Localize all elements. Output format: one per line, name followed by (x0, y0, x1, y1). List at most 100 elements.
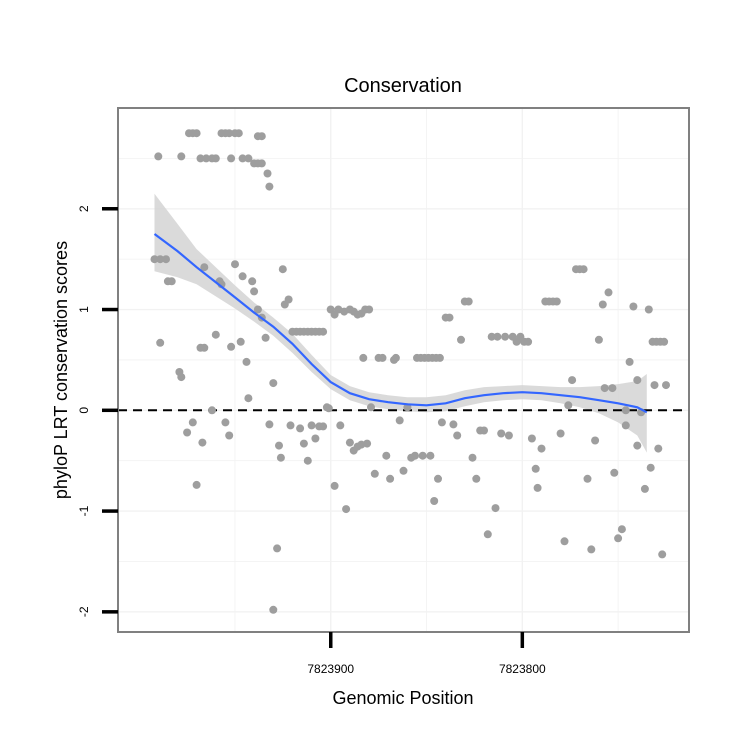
data-point (253, 305, 262, 314)
y-tick-label: 2 (77, 205, 91, 212)
data-point (533, 483, 542, 492)
data-point (345, 438, 354, 447)
data-points (150, 129, 670, 614)
data-point (614, 534, 623, 543)
data-point (600, 384, 609, 393)
data-point (296, 424, 305, 433)
data-point (625, 357, 634, 366)
data-point (211, 154, 220, 163)
data-point (150, 255, 159, 264)
data-point (579, 265, 588, 274)
data-point (365, 305, 374, 314)
data-point (269, 379, 278, 388)
data-point (644, 305, 653, 314)
data-point (583, 474, 592, 483)
data-point (202, 154, 211, 163)
panel-border (117, 107, 690, 633)
data-point (225, 431, 234, 440)
data-point (531, 464, 540, 473)
data-point (359, 353, 368, 362)
y-tick-label: -1 (77, 505, 91, 516)
data-point (491, 504, 500, 513)
data-point (236, 337, 245, 346)
data-point (192, 129, 201, 138)
y-tick-label: 1 (77, 306, 91, 313)
data-point (234, 129, 243, 138)
data-point (263, 169, 272, 178)
data-point (453, 431, 462, 440)
data-point (468, 453, 477, 462)
data-point (200, 263, 209, 272)
data-point (238, 272, 247, 281)
data-point (244, 154, 253, 163)
data-point (156, 338, 165, 347)
data-point (303, 456, 312, 465)
data-point (434, 474, 442, 483)
y-tick-label: 0 (77, 407, 91, 414)
data-point (662, 381, 670, 390)
data-point (472, 474, 481, 483)
data-point (192, 480, 201, 489)
data-point (198, 438, 207, 447)
data-point (487, 332, 496, 341)
data-point (225, 129, 234, 138)
y-axis-title: phyloP LRT conservation scores (51, 241, 71, 499)
data-point (493, 332, 502, 341)
data-point (299, 439, 308, 448)
data-point (238, 154, 247, 163)
data-point (307, 421, 316, 430)
x-axis-title: Genomic Position (332, 688, 473, 708)
data-point (284, 295, 293, 304)
data-point (257, 159, 266, 168)
data-point (411, 451, 419, 460)
smooth-line (153, 233, 648, 414)
data-point (552, 297, 561, 306)
data-point (319, 422, 328, 431)
data-point (177, 373, 186, 382)
data-point (501, 332, 510, 341)
confidence-band (154, 193, 647, 453)
data-point (497, 429, 506, 438)
data-point (231, 260, 239, 269)
data-point (324, 404, 333, 413)
data-point (591, 436, 600, 445)
data-point (156, 255, 165, 264)
data-point (504, 431, 513, 440)
data-point (257, 132, 266, 141)
data-point (391, 353, 400, 362)
data-point (227, 154, 236, 163)
data-point (658, 550, 667, 559)
data-point (621, 406, 630, 415)
data-point (269, 605, 278, 614)
data-point (527, 434, 536, 443)
data-point (430, 497, 439, 505)
data-point (598, 300, 607, 309)
data-point (633, 376, 642, 385)
data-point (342, 505, 351, 514)
data-point (154, 152, 163, 161)
data-point (621, 421, 630, 430)
data-point (183, 428, 192, 437)
data-point (363, 439, 372, 448)
data-point (560, 537, 569, 546)
data-point (654, 444, 663, 453)
data-point (480, 426, 488, 435)
data-point (608, 384, 617, 393)
chart-title: Conservation (344, 75, 462, 97)
data-point (273, 544, 282, 553)
data-point (336, 421, 345, 430)
data-point (646, 463, 655, 472)
data-point (211, 330, 220, 339)
x-axis: 7823900 7823800 (307, 632, 546, 676)
data-point (449, 420, 458, 429)
data-point (633, 441, 642, 450)
data-point (196, 154, 205, 163)
data-point (227, 342, 236, 351)
data-point (660, 337, 669, 346)
data-point (386, 474, 395, 483)
data-point (261, 333, 270, 342)
data-point (594, 335, 603, 344)
data-point (483, 530, 492, 539)
data-point (610, 468, 619, 477)
